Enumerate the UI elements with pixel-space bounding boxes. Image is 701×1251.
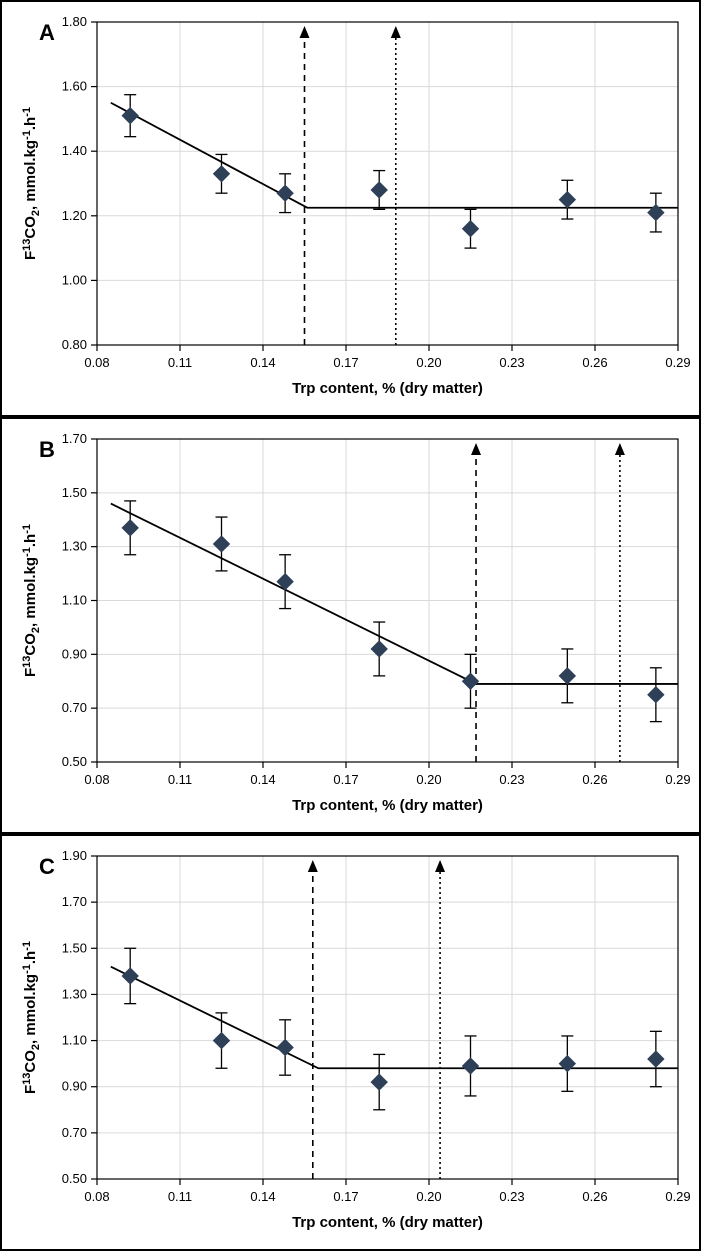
data-point — [122, 968, 138, 984]
x-axis-label: Trp content, % (dry matter) — [292, 380, 483, 397]
data-point — [214, 536, 230, 552]
y-tick-label: 1.10 — [62, 1033, 87, 1048]
fitted-line — [111, 504, 678, 684]
x-tick-label: 0.11 — [168, 1189, 192, 1204]
x-tick-label: 0.14 — [250, 772, 275, 787]
x-tick-label: 0.26 — [582, 1189, 607, 1204]
data-point — [559, 1056, 575, 1072]
data-point — [648, 687, 664, 703]
y-axis-label: F13CO2, mmol.kg-1.h-1 — [21, 107, 42, 260]
y-tick-label: 0.50 — [62, 754, 87, 769]
data-point — [559, 192, 575, 208]
data-point — [371, 1074, 387, 1090]
y-tick-label: 1.90 — [62, 848, 87, 863]
panel-b: 0.08 0.11 0.14 0.17 0.20 0.23 0.26 0.29 0.50 0.70… — [0, 417, 701, 834]
x-tick-label: 0.20 — [416, 772, 441, 787]
x-tick-label: 0.29 — [665, 355, 690, 370]
data-point — [463, 673, 479, 689]
x-tick-label: 0.11 — [168, 355, 192, 370]
x-tick-label: 0.23 — [499, 355, 524, 370]
panel-letter: B — [39, 437, 55, 462]
x-tick-label: 0.26 — [582, 355, 607, 370]
x-tick-label: 0.08 — [84, 772, 109, 787]
y-tick-label: 1.50 — [62, 940, 87, 955]
y-tick-label: 1.70 — [62, 431, 87, 446]
data-point — [371, 182, 387, 198]
x-tick-label: 0.23 — [499, 1189, 524, 1204]
x-tick-label: 0.14 — [250, 355, 275, 370]
panel-a: 0.08 0.11 0.14 0.17 0.20 0.23 0.26 0.29 0.80 1.00… — [0, 0, 701, 417]
x-tick-label: 0.29 — [665, 1189, 690, 1204]
y-tick-label: 1.80 — [62, 14, 87, 29]
panel-letter: A — [39, 20, 55, 45]
y-tick-label: 0.90 — [62, 1079, 87, 1094]
y-tick-label: 0.90 — [62, 646, 87, 661]
data-point — [463, 221, 479, 237]
x-tick-label: 0.29 — [665, 772, 690, 787]
data-point — [214, 166, 230, 182]
fitted-line — [111, 103, 678, 208]
y-tick-label: 0.80 — [62, 337, 87, 352]
y-tick-label: 1.30 — [62, 539, 87, 554]
data-point — [214, 1033, 230, 1049]
x-axis-label: Trp content, % (dry matter) — [292, 797, 483, 814]
y-tick-label: 1.30 — [62, 986, 87, 1001]
data-point — [648, 1051, 664, 1067]
y-tick-label: 1.70 — [62, 894, 87, 909]
y-tick-label: 0.50 — [62, 1171, 87, 1186]
dashed-breakpoint-line-arrowhead — [471, 443, 481, 455]
y-tick-label: 1.60 — [62, 79, 87, 94]
x-tick-label: 0.20 — [416, 1189, 441, 1204]
x-tick-label: 0.08 — [84, 1189, 109, 1204]
y-tick-label: 1.50 — [62, 485, 87, 500]
dashed-breakpoint-line-arrowhead — [308, 860, 318, 872]
y-tick-label: 1.40 — [62, 143, 87, 158]
x-tick-label: 0.17 — [333, 772, 358, 787]
y-axis-label: F13CO2, mmol.kg-1.h-1 — [21, 941, 42, 1094]
x-tick-label: 0.08 — [84, 355, 109, 370]
dotted-ci-line-arrowhead — [435, 860, 445, 872]
y-tick-label: 1.20 — [62, 208, 87, 223]
y-tick-label: 1.00 — [62, 272, 87, 287]
x-tick-label: 0.23 — [499, 772, 524, 787]
x-axis-label: Trp content, % (dry matter) — [292, 1214, 483, 1231]
dotted-ci-line-arrowhead — [615, 443, 625, 455]
data-point — [463, 1058, 479, 1074]
x-tick-label: 0.17 — [333, 355, 358, 370]
x-tick-label: 0.11 — [168, 772, 192, 787]
fitted-line — [111, 967, 678, 1069]
x-tick-label: 0.17 — [333, 1189, 358, 1204]
data-point — [559, 668, 575, 684]
dashed-breakpoint-line-arrowhead — [300, 26, 310, 38]
y-tick-label: 1.10 — [62, 593, 87, 608]
y-axis-label: F13CO2, mmol.kg-1.h-1 — [21, 524, 42, 677]
x-tick-label: 0.20 — [416, 355, 441, 370]
data-point — [122, 520, 138, 536]
y-tick-label: 0.70 — [62, 1125, 87, 1140]
data-point — [277, 1039, 293, 1055]
x-tick-label: 0.26 — [582, 772, 607, 787]
panel-c: 0.08 0.11 0.14 0.17 0.20 0.23 0.26 0.29 0.50 0.70… — [0, 834, 701, 1251]
dotted-ci-line-arrowhead — [391, 26, 401, 38]
y-tick-label: 0.70 — [62, 700, 87, 715]
panel-letter: C — [39, 854, 55, 879]
x-tick-label: 0.14 — [250, 1189, 275, 1204]
